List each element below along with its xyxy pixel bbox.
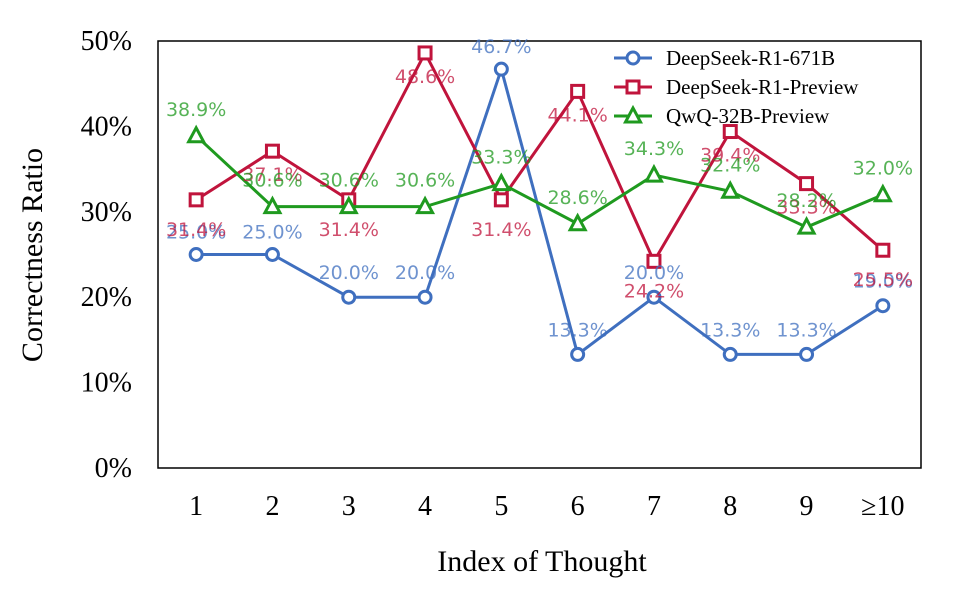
x-tick-label: 7 (647, 491, 661, 522)
data-label: 44.1% (547, 104, 607, 126)
series-deepseek-r1-preview (188, 45, 891, 269)
data-label: 31.4% (166, 219, 226, 241)
data-point-triangle (872, 183, 893, 203)
data-label: 25.0% (242, 222, 302, 244)
data-point-circle (875, 298, 891, 314)
data-point-triangle (338, 195, 359, 215)
data-label: 20.0% (319, 262, 379, 284)
y-axis-title: Correctness Ratio (16, 148, 49, 362)
series-line (195, 134, 884, 229)
data-label: 25.0% (166, 222, 226, 244)
y-tick-label: 40% (81, 111, 132, 142)
data-point-square (799, 176, 815, 192)
data-label: 28.2% (776, 190, 836, 212)
data-point-triangle (720, 180, 741, 199)
series-layer (186, 45, 893, 362)
data-label: 13.3% (700, 319, 760, 341)
x-tick-label: 1 (189, 491, 203, 522)
data-label: 38.9% (166, 99, 226, 121)
data-point-triangle (262, 195, 283, 215)
y-axis-ticks: 0% 10% 20% 30% 40% 50% (81, 26, 132, 484)
data-point-square (722, 124, 738, 140)
legend: DeepSeek-R1-671B DeepSeek-R1-Preview QwQ-3… (614, 46, 859, 128)
data-point-square (570, 83, 586, 99)
data-point-circle (264, 247, 280, 262)
data-label: 34.3% (624, 138, 684, 160)
data-point-circle (417, 289, 433, 305)
legend-entry: QwQ-32B-Preview (614, 104, 830, 128)
data-point-square (188, 192, 204, 208)
x-tick-label: 8 (723, 491, 737, 522)
data-label: 33.3% (776, 197, 836, 219)
legend-entry: DeepSeek-R1-671B (614, 46, 835, 70)
data-label: 31.4% (319, 219, 379, 241)
x-axis-ticks: 1 2 3 4 5 6 7 8 9 ≥10 (189, 491, 904, 522)
data-point-square (264, 143, 280, 159)
legend-entry: DeepSeek-R1-Preview (614, 75, 859, 99)
data-label: 33.3% (471, 147, 531, 169)
data-label: 48.6% (395, 66, 455, 88)
data-point-triangle (491, 172, 512, 192)
data-label: 13.3% (776, 319, 836, 341)
legend-label: DeepSeek-R1-Preview (666, 75, 859, 99)
data-point-circle (341, 289, 357, 305)
data-point-triangle (622, 104, 644, 124)
x-tick-label: ≥10 (861, 491, 904, 522)
data-label-layer: 25.0% 25.0% 20.0% 20.0% 46.7% 13.3% 20.0% 13.3%… (166, 36, 913, 341)
data-label: 20.0% (624, 262, 684, 284)
data-point-square (417, 45, 433, 61)
x-tick-label: 2 (265, 491, 279, 522)
data-point-triangle (643, 163, 664, 183)
data-point-triangle (567, 212, 588, 232)
data-point-circle (570, 346, 586, 362)
data-label: 28.6% (547, 187, 607, 209)
data-point-square (646, 253, 662, 269)
data-point-circle (646, 289, 662, 305)
data-point-triangle (796, 215, 817, 235)
data-point-square (875, 242, 891, 258)
y-tick-label: 0% (95, 453, 132, 484)
data-point-triangle (186, 124, 207, 144)
data-label: 30.6% (242, 170, 302, 192)
data-label: 24.2% (624, 280, 684, 302)
y-tick-label: 30% (81, 197, 132, 228)
y-tick-label: 10% (81, 368, 132, 399)
x-tick-label: 4 (418, 491, 432, 522)
data-label: 32.0% (853, 158, 913, 180)
data-point-circle (722, 346, 738, 362)
series-deepseek-r1-671b (188, 61, 891, 362)
data-label: 13.3% (547, 319, 607, 341)
data-label: 32.4% (700, 154, 760, 176)
y-tick-label: 50% (81, 26, 132, 57)
data-label: 37.1% (242, 164, 302, 186)
data-point-circle (799, 346, 815, 362)
x-tick-label: 5 (494, 491, 508, 522)
x-tick-label: 6 (571, 491, 585, 522)
series-line (196, 63, 884, 357)
x-tick-label: 9 (800, 491, 814, 522)
y-tick-label: 20% (81, 282, 132, 313)
data-label: 25.5% (853, 269, 913, 291)
data-label: 31.4% (471, 219, 531, 241)
data-label: 30.6% (395, 170, 455, 192)
data-point-circle (188, 247, 204, 262)
data-label: 19.0% (853, 271, 913, 293)
data-label: 46.7% (471, 36, 531, 58)
series-qwq-32b-preview (186, 124, 893, 235)
legend-label: DeepSeek-R1-671B (666, 46, 835, 70)
data-label: 30.6% (319, 170, 379, 192)
data-label: 39.4% (700, 145, 760, 167)
data-point-square (625, 79, 641, 95)
data-point-circle (625, 50, 641, 66)
legend-label: QwQ-32B-Preview (666, 104, 830, 128)
x-axis-title: Index of Thought (437, 545, 647, 578)
plot-frame (157, 40, 922, 469)
x-tick-label: 3 (342, 491, 356, 522)
data-point-circle (493, 61, 509, 77)
series-line (195, 49, 884, 265)
data-point-triangle (415, 195, 436, 215)
data-label: 20.0% (395, 262, 455, 284)
data-point-square (493, 192, 509, 208)
